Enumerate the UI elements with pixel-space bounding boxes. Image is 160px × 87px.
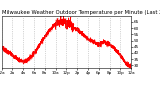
Text: Milwaukee Weather Outdoor Temperature per Minute (Last 24 Hours): Milwaukee Weather Outdoor Temperature pe… [2,10,160,15]
